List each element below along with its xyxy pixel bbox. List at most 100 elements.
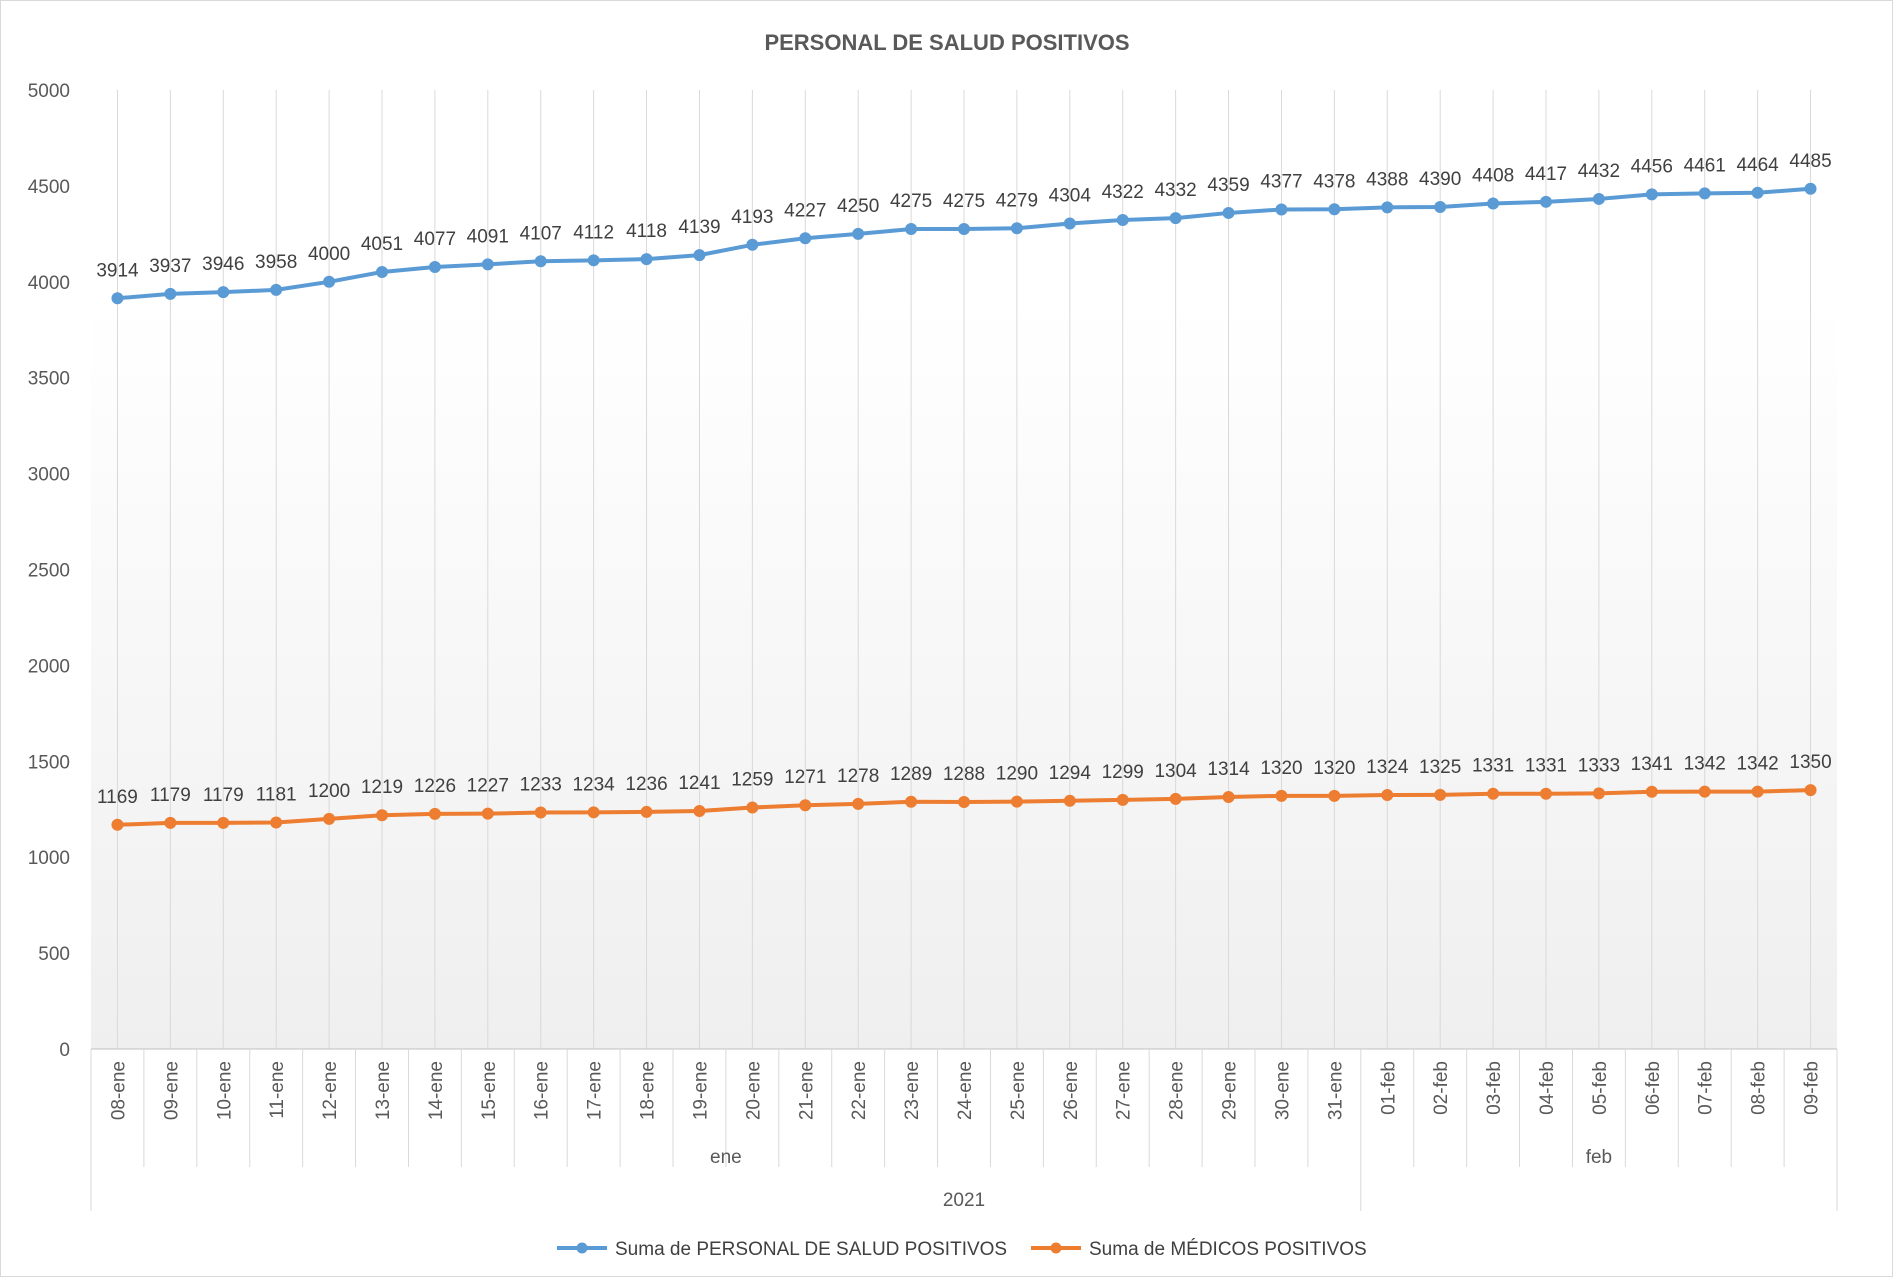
data-label-series-2: 1320 — [1260, 758, 1302, 779]
x-tick-label: 21-ene — [796, 1061, 817, 1120]
data-label-series-1: 4250 — [837, 196, 879, 217]
y-tick-label: 0 — [59, 1040, 70, 1061]
data-label-series-2: 1289 — [890, 764, 932, 785]
data-label-series-2: 1294 — [1049, 763, 1092, 784]
data-label-series-1: 3946 — [202, 254, 244, 275]
data-label-series-1: 4408 — [1472, 166, 1514, 187]
data-label-series-2: 1219 — [361, 777, 403, 798]
series-lines — [111, 182, 1817, 831]
data-point-series-1 — [217, 286, 230, 299]
data-point-series-1 — [164, 287, 177, 300]
x-tick-label: 26-ene — [1061, 1061, 1082, 1120]
data-label-series-1: 3958 — [255, 252, 297, 273]
x-tick-label: 08-ene — [108, 1061, 129, 1120]
y-tick-label: 3500 — [28, 369, 70, 390]
data-point-series-1 — [270, 283, 283, 296]
x-tick-label: 08-feb — [1749, 1061, 1770, 1115]
data-point-series-2 — [1487, 787, 1500, 800]
x-group-label: ene — [710, 1147, 742, 1168]
data-point-series-2 — [1328, 789, 1341, 802]
y-tick-label: 1000 — [28, 848, 70, 869]
data-label-series-2: 1342 — [1684, 754, 1726, 775]
data-point-series-1 — [1116, 214, 1129, 227]
data-label-series-1: 4390 — [1419, 169, 1461, 190]
data-label-series-2: 1271 — [784, 767, 826, 788]
data-point-series-1 — [111, 292, 124, 305]
data-label-series-1: 4275 — [890, 191, 932, 212]
x-tick-label: 25-ene — [1008, 1061, 1029, 1120]
data-point-series-1 — [693, 249, 706, 262]
data-label-series-2: 1233 — [520, 775, 562, 796]
x-tick-label: 02-feb — [1431, 1061, 1452, 1115]
data-point-series-2 — [217, 816, 230, 829]
data-point-series-1 — [534, 255, 547, 268]
legend-label-series-1: Suma de PERSONAL DE SALUD POSITIVOS — [615, 1239, 1007, 1260]
data-label-series-2: 1299 — [1102, 762, 1144, 783]
legend-marker-series-1 — [576, 1242, 588, 1254]
legend-marker-series-2 — [1050, 1242, 1062, 1254]
data-label-series-2: 1304 — [1154, 761, 1197, 782]
x-tick-label: 30-ene — [1272, 1061, 1293, 1120]
data-point-series-2 — [799, 799, 812, 812]
x-tick-label: 06-feb — [1643, 1061, 1664, 1115]
data-point-series-1 — [852, 227, 865, 240]
data-point-series-2 — [1010, 795, 1023, 808]
data-label-series-2: 1181 — [256, 784, 297, 805]
data-point-series-2 — [376, 809, 388, 822]
data-label-series-2: 1226 — [414, 776, 456, 797]
data-label-series-2: 1236 — [625, 774, 667, 795]
data-label-series-2: 1342 — [1736, 754, 1778, 775]
data-point-series-2 — [746, 801, 759, 814]
data-label-series-2: 1331 — [1525, 756, 1567, 777]
data-label-series-2: 1227 — [467, 776, 509, 797]
data-label-series-1: 4107 — [520, 223, 562, 244]
data-point-series-2 — [1804, 784, 1817, 797]
data-label-series-2: 1234 — [572, 774, 615, 795]
data-point-series-2 — [693, 804, 706, 817]
data-point-series-2 — [1540, 787, 1552, 800]
data-label-series-2: 1241 — [678, 773, 720, 794]
data-point-series-2 — [164, 816, 177, 829]
data-label-series-1: 4193 — [731, 207, 773, 228]
data-label-series-1: 4000 — [308, 244, 350, 265]
data-point-series-1 — [1275, 203, 1288, 216]
data-label-series-2: 1331 — [1472, 756, 1514, 777]
data-label-series-2: 1278 — [837, 766, 879, 787]
x-tick-label: 03-feb — [1484, 1061, 1505, 1115]
data-label-series-2: 1324 — [1366, 757, 1409, 778]
data-label-series-2: 1179 — [150, 785, 191, 806]
x-tick-label: 22-ene — [849, 1061, 870, 1120]
data-point-series-1 — [1804, 182, 1817, 195]
data-point-series-2 — [1381, 789, 1394, 802]
data-point-series-1 — [1328, 203, 1341, 216]
legend-label-series-2: Suma de MÉDICOS POSITIVOS — [1089, 1239, 1367, 1260]
data-point-series-2 — [1592, 787, 1605, 800]
data-label-series-1: 4378 — [1313, 171, 1355, 192]
data-point-series-1 — [1751, 186, 1764, 199]
data-point-series-1 — [746, 238, 759, 251]
x-tick-label: 27-ene — [1114, 1061, 1135, 1120]
x-tick-label: 18-ene — [638, 1061, 659, 1120]
data-label-series-1: 4304 — [1049, 185, 1092, 206]
data-label-series-1: 4118 — [626, 221, 667, 242]
data-point-series-2 — [1063, 794, 1076, 807]
data-label-series-1: 4359 — [1207, 175, 1249, 196]
x-tick-label: 14-ene — [426, 1061, 447, 1120]
data-label-series-2: 1200 — [308, 781, 350, 802]
data-label-series-1: 4227 — [784, 200, 826, 221]
x-tick-label: 15-ene — [479, 1061, 500, 1120]
y-tick-label: 2000 — [28, 656, 70, 677]
data-point-series-2 — [428, 807, 441, 820]
data-label-series-1: 4461 — [1684, 155, 1726, 176]
x-tick-label: 19-ene — [690, 1061, 711, 1120]
data-label-series-1: 4112 — [573, 222, 614, 243]
data-point-series-1 — [376, 266, 388, 279]
data-label-series-2: 1325 — [1419, 757, 1461, 778]
x-tick-label: 23-ene — [902, 1061, 923, 1120]
data-point-series-1 — [481, 258, 494, 271]
data-point-series-2 — [1275, 789, 1288, 802]
x-tick-label: 24-ene — [955, 1061, 976, 1120]
data-point-series-1 — [640, 253, 653, 266]
axes: 0 500 1000 1500 2000 2500 3000 3500 4000 4500 5000… — [28, 81, 1838, 1211]
